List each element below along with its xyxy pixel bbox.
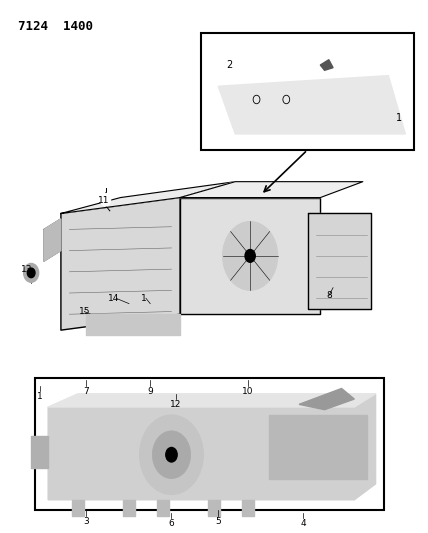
Text: 11: 11 <box>98 196 109 205</box>
Polygon shape <box>71 500 84 516</box>
Text: 7: 7 <box>83 386 89 395</box>
Polygon shape <box>299 389 354 410</box>
Polygon shape <box>242 500 254 516</box>
Text: 5: 5 <box>215 516 221 526</box>
Text: 14: 14 <box>108 294 120 303</box>
Polygon shape <box>31 436 48 468</box>
Text: 1: 1 <box>396 112 402 123</box>
Text: 2: 2 <box>226 60 232 70</box>
Polygon shape <box>269 415 367 479</box>
Text: 9: 9 <box>147 386 153 395</box>
Polygon shape <box>44 219 61 261</box>
Text: 4: 4 <box>300 519 306 528</box>
Circle shape <box>101 193 111 206</box>
Circle shape <box>140 415 203 495</box>
Text: 15: 15 <box>79 307 90 316</box>
Circle shape <box>24 263 39 282</box>
Circle shape <box>165 447 178 463</box>
Bar <box>36 378 384 511</box>
Text: 10: 10 <box>242 386 254 395</box>
Text: 1: 1 <box>37 392 42 401</box>
Circle shape <box>27 268 35 278</box>
Polygon shape <box>157 500 169 516</box>
Polygon shape <box>208 500 220 516</box>
Text: 12: 12 <box>170 400 181 409</box>
Polygon shape <box>48 394 376 407</box>
Polygon shape <box>180 198 320 314</box>
Polygon shape <box>61 198 180 330</box>
Polygon shape <box>48 394 376 500</box>
Text: 6: 6 <box>169 519 174 528</box>
Circle shape <box>223 221 278 290</box>
Polygon shape <box>122 500 135 516</box>
Text: 7124  1400: 7124 1400 <box>18 20 93 33</box>
Polygon shape <box>180 182 363 198</box>
Bar <box>201 33 414 150</box>
Polygon shape <box>320 60 333 70</box>
Text: 3: 3 <box>83 516 89 526</box>
Polygon shape <box>86 314 180 335</box>
Circle shape <box>152 431 190 479</box>
Polygon shape <box>218 76 405 134</box>
Text: 1: 1 <box>141 294 147 303</box>
Polygon shape <box>308 214 372 309</box>
Polygon shape <box>61 182 235 214</box>
Text: 8: 8 <box>326 291 332 300</box>
Circle shape <box>245 249 255 262</box>
Text: 13: 13 <box>21 265 33 273</box>
